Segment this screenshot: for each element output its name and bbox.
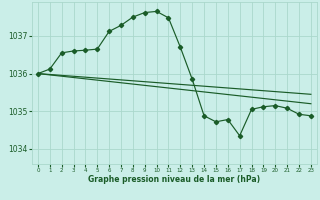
X-axis label: Graphe pression niveau de la mer (hPa): Graphe pression niveau de la mer (hPa) [88,175,260,184]
